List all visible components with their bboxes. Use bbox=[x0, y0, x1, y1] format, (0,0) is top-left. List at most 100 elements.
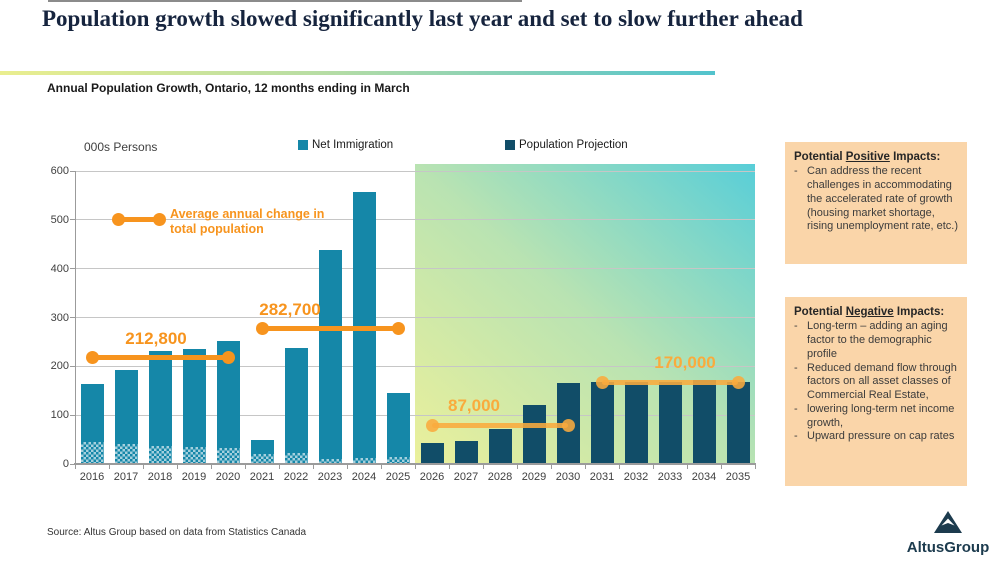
bar-hatched-base-2019 bbox=[182, 446, 206, 463]
page-title: Population growth slowed significantly l… bbox=[42, 6, 803, 31]
bar-hatched-base-2022 bbox=[284, 453, 308, 463]
avg-value-label-170000: 170,000 bbox=[654, 353, 716, 373]
bar-population-projection-2027 bbox=[454, 441, 478, 463]
net-immigration-swatch-icon bbox=[298, 140, 308, 150]
legend-item-net-immigration: Net Immigration bbox=[298, 139, 393, 151]
x-axis-year-label: 2024 bbox=[351, 471, 377, 483]
impact-bullet: - Long-term – adding an aging factor to t… bbox=[794, 320, 958, 361]
y-axis-tick-label: 600 bbox=[50, 165, 69, 177]
x-axis-tick bbox=[415, 465, 416, 469]
avg-value-label-282700: 282,700 bbox=[259, 299, 321, 319]
population-projection-swatch-icon bbox=[505, 140, 515, 150]
bullet-marker: - bbox=[794, 165, 798, 178]
x-axis-tick bbox=[211, 465, 212, 469]
x-axis-tick bbox=[245, 465, 246, 469]
x-axis-year-label: 2029 bbox=[521, 471, 547, 483]
x-axis-tick bbox=[143, 465, 144, 469]
x-axis-year-label: 2033 bbox=[657, 471, 683, 483]
y-axis-tick-label: 200 bbox=[50, 360, 69, 373]
gridline-400 bbox=[75, 268, 755, 270]
avg-change-key-label: Average annual change in total populatio… bbox=[170, 206, 325, 237]
y-axis-tick-label: 500 bbox=[50, 213, 69, 226]
x-axis-year-label: 2027 bbox=[453, 471, 479, 483]
avg-282700-line bbox=[262, 326, 398, 332]
negative-impacts-box: Potential Negative Impacts: - Long-term –… bbox=[785, 297, 967, 486]
positive-impacts-title: Potential Positive Impacts: bbox=[794, 151, 941, 163]
x-axis-tick bbox=[755, 465, 756, 469]
bar-net-immigration-2019 bbox=[182, 348, 206, 463]
x-axis-year-label: 2017 bbox=[113, 471, 139, 483]
source-note: Source: Altus Group based on data from S… bbox=[47, 527, 307, 538]
bar-hatched-base-2017 bbox=[114, 444, 138, 463]
x-axis-tick bbox=[75, 465, 76, 469]
impact-bullet: - lowering long-term net income growth, bbox=[794, 403, 958, 431]
x-axis-tick bbox=[551, 465, 552, 469]
avg-change-key-endpoint-dot bbox=[152, 213, 166, 227]
bar-net-immigration-2020 bbox=[216, 340, 240, 463]
avg-170000-endpoint-dot bbox=[595, 375, 609, 389]
x-axis-year-label: 2035 bbox=[725, 471, 751, 483]
negative-impacts-title: Potential Negative Impacts: bbox=[794, 306, 945, 318]
bar-net-immigration-2018 bbox=[148, 350, 172, 463]
legend-item-population-projection: Population Projection bbox=[505, 139, 628, 151]
bullet-marker: - bbox=[794, 320, 798, 333]
bar-population-projection-2026 bbox=[420, 443, 444, 463]
bullet-marker: - bbox=[794, 430, 798, 443]
x-axis-year-label: 2026 bbox=[419, 471, 445, 483]
altus-triangle-icon bbox=[934, 511, 962, 533]
x-axis-year-label: 2022 bbox=[283, 471, 309, 483]
avg-212800-line bbox=[92, 355, 228, 361]
avg-212800-endpoint-dot bbox=[85, 351, 99, 365]
x-axis-tick bbox=[653, 465, 654, 469]
x-axis-year-label: 2016 bbox=[79, 471, 105, 483]
x-axis-tick bbox=[483, 465, 484, 469]
x-axis-year-label: 2028 bbox=[487, 471, 513, 483]
bar-hatched-base-2018 bbox=[148, 445, 172, 463]
positive-impacts-list: - Can address the recent challenges in ac… bbox=[794, 165, 958, 234]
bar-population-projection-2032 bbox=[624, 382, 648, 463]
bullet-text: Reduced demand flow through factors on a… bbox=[807, 361, 957, 402]
x-axis-tick bbox=[109, 465, 110, 469]
x-axis-year-label: 2019 bbox=[181, 471, 207, 483]
x-axis-line bbox=[74, 463, 756, 465]
x-axis-year-label: 2023 bbox=[317, 471, 343, 483]
x-axis-year-label: 2032 bbox=[623, 471, 649, 483]
bar-population-projection-2031 bbox=[590, 382, 614, 463]
negative-impacts-list: - Long-term – adding an aging factor to t… bbox=[794, 320, 958, 444]
y-axis-tick bbox=[70, 463, 75, 465]
gridline-500 bbox=[75, 219, 755, 221]
altus-logo-text: AltusGroup bbox=[906, 539, 990, 556]
x-axis-tick bbox=[687, 465, 688, 469]
avg-change-key-line bbox=[118, 217, 159, 223]
chart-subtitle: Annual Population Growth, Ontario, 12 mo… bbox=[47, 81, 410, 95]
bar-net-immigration-2023 bbox=[318, 249, 342, 463]
legend-label: Population Projection bbox=[519, 139, 628, 151]
x-axis-tick bbox=[585, 465, 586, 469]
avg-value-label-87000: 87,000 bbox=[448, 396, 500, 416]
avg-282700-endpoint-dot bbox=[391, 322, 405, 336]
bar-hatched-base-2021 bbox=[250, 454, 274, 463]
x-axis-year-label: 2034 bbox=[691, 471, 717, 483]
y-axis-tick bbox=[70, 170, 75, 172]
impact-bullet: - Upward pressure on cap rates bbox=[794, 430, 958, 444]
x-axis-year-label: 2018 bbox=[147, 471, 173, 483]
gridline-600 bbox=[75, 170, 755, 172]
bullet-text: Upward pressure on cap rates bbox=[807, 430, 955, 443]
population-growth-chart: 0 100 200 300 400 500 600 2016 2017 2018 2019 2020 2… bbox=[51, 164, 756, 483]
avg-170000-line bbox=[602, 379, 738, 385]
x-axis-tick bbox=[279, 465, 280, 469]
y-axis-tick bbox=[70, 317, 75, 318]
x-axis-year-label: 2020 bbox=[215, 471, 241, 483]
x-axis-tick bbox=[721, 465, 722, 469]
x-axis-tick bbox=[517, 465, 518, 469]
avg-87000-endpoint-dot bbox=[425, 418, 439, 432]
y-axis-tick-label: 300 bbox=[50, 311, 69, 324]
bar-population-projection-2029 bbox=[522, 405, 546, 463]
avg-change-key-endpoint-dot bbox=[111, 213, 125, 227]
gridline-300 bbox=[75, 317, 755, 318]
bar-hatched-base-2016 bbox=[80, 441, 104, 463]
bullet-marker: - bbox=[794, 402, 798, 415]
avg-87000-line bbox=[432, 422, 568, 428]
x-axis-tick bbox=[177, 465, 178, 469]
